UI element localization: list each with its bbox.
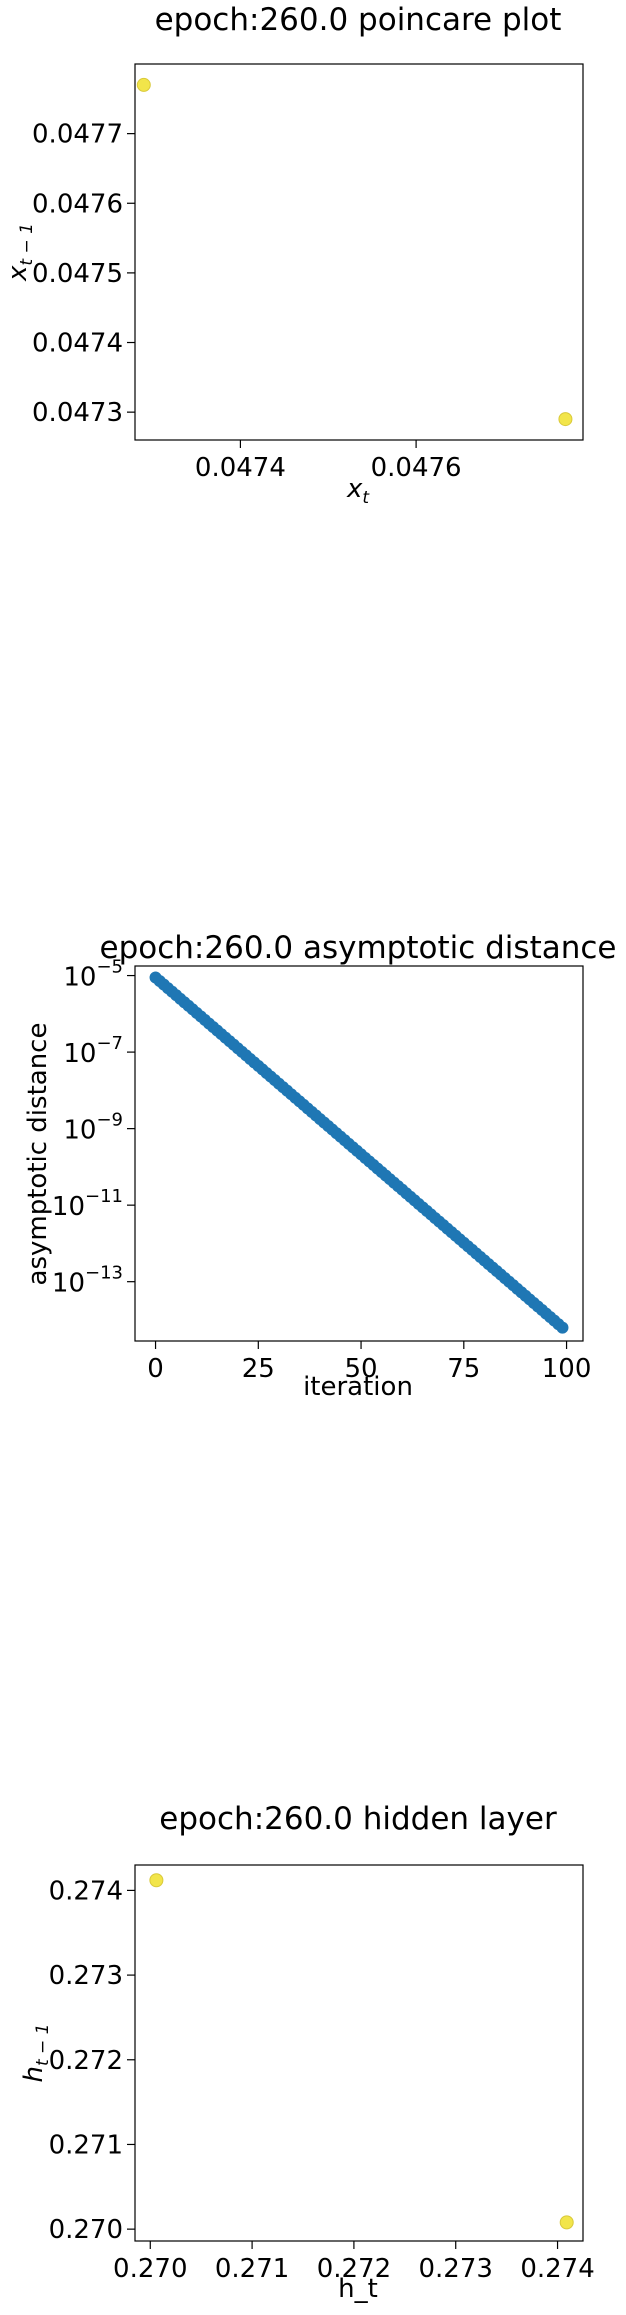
asymptotic-y-tick-label-1: 10−7 [63, 1033, 123, 1069]
asymptotic-y-tick-label-3: 10−11 [52, 1186, 123, 1222]
asymptotic-plot-frame [134, 965, 584, 1342]
asymptotic-x-axis-label: iteration [303, 1372, 413, 1402]
asymptotic-title: epoch:260.0 asymptotic distance [100, 930, 617, 966]
hidden-layer-y-axis-label-sub: t − 1 [33, 2023, 53, 2066]
hidden-layer-x-tick-label-3: 0.273 [419, 2254, 493, 2284]
hidden-layer-x-tick-label-1: 0.271 [215, 2254, 289, 2284]
asymptotic-y-axis-label: asymptotic distance [23, 1023, 53, 1286]
poincare-y-axis-label: xt − 1 [3, 223, 37, 282]
poincare-y-tick-label-3: 0.0476 [32, 189, 123, 219]
hidden-layer-y-axis-label-main: h [19, 2066, 49, 2082]
poincare-point-1 [558, 412, 573, 427]
asymptotic-x-tick-label-0: 0 [147, 1354, 164, 1384]
hidden-layer-x-tick-label-2: 0.272 [317, 2254, 391, 2284]
hidden-layer-y-tick-label-4: 0.274 [49, 1876, 123, 1906]
asymptotic-x-tick-label-3: 75 [447, 1354, 480, 1384]
poincare-y-axis-label-sub: t − 1 [17, 223, 37, 266]
poincare-points [136, 77, 573, 427]
poincare-y-tick-label-4: 0.0477 [32, 120, 123, 150]
asymptotic-y-tick-label-0: 10−5 [63, 957, 123, 993]
poincare-point-0 [136, 77, 151, 92]
hidden-layer-ticks: 0.270 0.271 0.272 0.273 0.274 0.270 0.271 0.272… [49, 1876, 595, 2284]
hidden-layer-x-axis-label: h_t [338, 2274, 378, 2304]
poincare-chart: epoch:260.0 poincare plot 0.0474 0.04760.… [3, 2, 584, 508]
asymptotic-points [149, 971, 569, 1334]
hidden-layer-y-tick-label-2: 0.272 [49, 2046, 123, 2076]
hidden-layer-chart: epoch:260.0 hidden layer 0.270 0.271 0.272… [19, 1801, 595, 2304]
hidden-layer-y-tick-label-1: 0.271 [49, 2130, 123, 2160]
poincare-y-tick-label-0: 0.0473 [32, 398, 123, 428]
hidden-layer-y-tick-label-3: 0.273 [49, 1961, 123, 1991]
hidden-layer-plot-frame [134, 1864, 584, 2242]
hidden-layer-x-tick-label-0: 0.270 [113, 2254, 187, 2284]
poincare-y-tick-label-2: 0.0475 [32, 259, 123, 289]
poincare-plot-frame [134, 63, 584, 441]
asymptotic-x-tick-label-4: 100 [542, 1354, 592, 1384]
asymptotic-x-tick-label-1: 25 [242, 1354, 275, 1384]
poincare-y-axis-label-main: x [3, 265, 33, 282]
poincare-ticks: 0.0474 0.0476 0.0473 0.0474 0.0475 0.0476 0.04… [32, 120, 462, 483]
asymptotic-y-tick-label-2: 10−9 [63, 1110, 123, 1146]
poincare-x-axis-label-sub: t [362, 488, 370, 508]
poincare-x-tick-label-0: 0.0474 [195, 453, 286, 483]
poincare-x-axis-label-main: x [346, 474, 363, 504]
hidden-layer-y-tick-label-0: 0.270 [49, 2215, 123, 2245]
asymptotic-ticks: 0 25 50 75 100 10−5 10−7 10−9 10−11 10−13 [52, 957, 591, 1384]
asymptotic-x-tick-label-2: 50 [345, 1354, 378, 1384]
hidden-layer-points [149, 1873, 574, 2230]
poincare-x-tick-label-1: 0.0476 [371, 453, 462, 483]
poincare-x-axis-label: xt [346, 474, 370, 508]
hidden-layer-title: epoch:260.0 hidden layer [159, 1801, 557, 1837]
poincare-title: epoch:260.0 poincare plot [155, 2, 562, 38]
asymptotic-y-tick-label-4: 10−13 [52, 1263, 123, 1299]
hidden-layer-x-tick-label-4: 0.274 [520, 2254, 594, 2284]
asymptotic-point-99 [556, 1321, 569, 1334]
hidden-layer-point-0 [149, 1873, 164, 1888]
poincare-y-tick-label-1: 0.0474 [32, 329, 123, 359]
hidden-layer-y-axis-label: ht − 1 [19, 2023, 53, 2082]
hidden-layer-point-1 [559, 2215, 574, 2230]
asymptotic-chart: epoch:260.0 asymptotic distance 0 25 50 75 1… [23, 930, 616, 1402]
